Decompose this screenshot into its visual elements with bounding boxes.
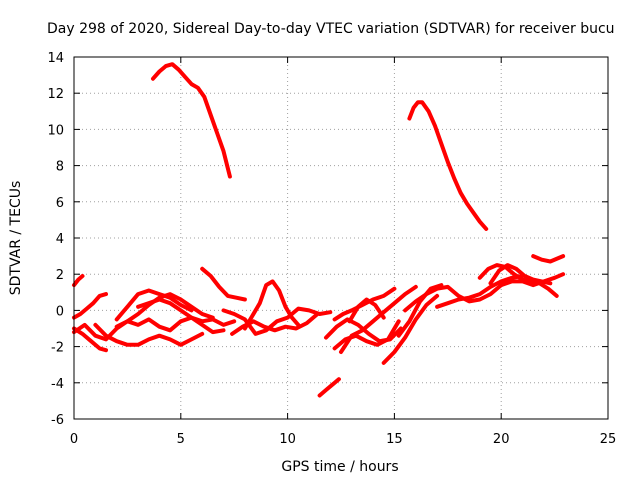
chart-title: Day 298 of 2020, Sidereal Day-to-day VTE… xyxy=(47,21,615,37)
y-tick-label: 10 xyxy=(47,123,64,138)
x-tick-label: 20 xyxy=(493,432,510,447)
series-arc-15 xyxy=(317,377,341,398)
y-tick-label: 6 xyxy=(56,196,64,211)
y-tick-label: -2 xyxy=(51,341,64,356)
y-tick-label: 14 xyxy=(47,51,64,66)
series-arc-17 xyxy=(332,319,401,351)
series-arc-24 xyxy=(435,274,525,309)
y-tick-label: 2 xyxy=(56,268,64,283)
series-arc-19 xyxy=(339,284,418,354)
axes: 0 5 10 15 20 25 -6 -4 -2 0 2 4 6 8 10 12 14 xyxy=(47,51,616,447)
y-tick-label: 8 xyxy=(56,160,64,175)
series-arc-5 xyxy=(72,292,215,342)
x-tick-label: 15 xyxy=(386,432,403,447)
grid-lines xyxy=(74,57,608,419)
series-arc-10 xyxy=(136,297,237,327)
series-arc-4 xyxy=(72,292,108,320)
series-arc-8 xyxy=(114,315,226,335)
series-arc-23 xyxy=(403,283,504,313)
x-tick-label: 10 xyxy=(279,432,296,447)
data-traces xyxy=(72,62,566,398)
series-arc-7 xyxy=(93,322,205,347)
series-arc-3 xyxy=(72,274,85,288)
y-tick-label: -4 xyxy=(51,377,64,392)
series-arc-1 xyxy=(151,62,232,179)
x-axis-label: GPS time / hours xyxy=(281,459,398,475)
y-tick-label: 4 xyxy=(56,232,64,247)
series-arc-25 xyxy=(477,263,559,298)
y-tick-label: 12 xyxy=(47,87,64,102)
x-tick-label: 5 xyxy=(177,432,185,447)
series-arc-21 xyxy=(381,293,440,365)
series-arc-9 xyxy=(114,288,194,322)
x-tick-label: 0 xyxy=(70,432,78,447)
series-arc-2 xyxy=(407,100,489,231)
series-arc-20 xyxy=(347,297,386,324)
series-arc-28 xyxy=(531,254,566,264)
y-tick-label: -6 xyxy=(51,413,64,428)
x-tick-label: 25 xyxy=(600,432,617,447)
series-arc-14 xyxy=(221,306,333,336)
y-tick-label: 0 xyxy=(56,304,64,319)
y-axis-label: SDTVAR / TECUs xyxy=(8,181,24,296)
series-arc-27 xyxy=(499,272,566,288)
series-arc-22 xyxy=(396,283,444,338)
series-arc-11 xyxy=(200,266,247,302)
series-arc-6 xyxy=(72,326,108,353)
